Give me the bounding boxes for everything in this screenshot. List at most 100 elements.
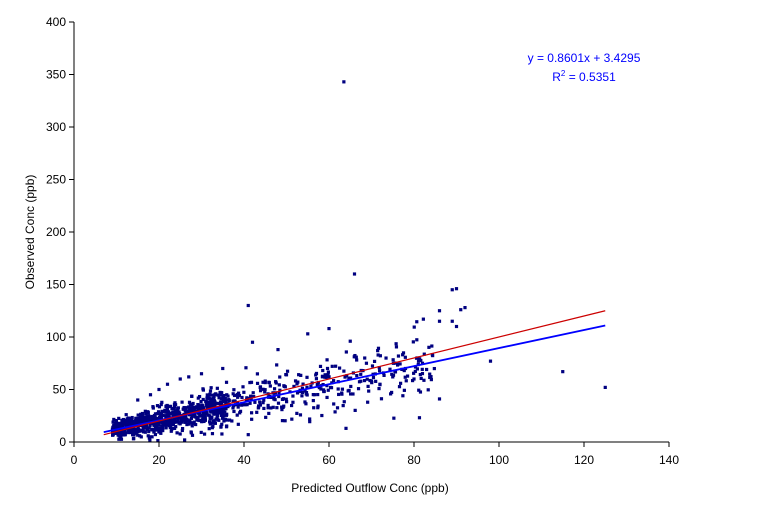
y-tick-label: 0 bbox=[59, 435, 66, 449]
data-point bbox=[197, 407, 201, 411]
data-point bbox=[199, 430, 203, 435]
data-point bbox=[258, 400, 262, 404]
data-point bbox=[222, 397, 226, 401]
data-point bbox=[338, 366, 342, 370]
data-point bbox=[161, 428, 165, 433]
data-point bbox=[138, 434, 142, 438]
data-point bbox=[190, 406, 194, 410]
data-point bbox=[282, 404, 286, 408]
data-point bbox=[316, 404, 320, 408]
data-point bbox=[396, 354, 401, 358]
data-point bbox=[371, 375, 376, 380]
x-tick-label: 20 bbox=[152, 453, 166, 467]
data-point bbox=[377, 366, 381, 370]
data-point bbox=[437, 397, 442, 401]
data-point bbox=[306, 332, 310, 336]
data-point bbox=[374, 379, 378, 383]
data-point bbox=[190, 433, 195, 437]
data-point bbox=[353, 408, 357, 412]
data-point bbox=[253, 400, 257, 404]
data-point bbox=[215, 386, 219, 390]
data-point bbox=[165, 419, 170, 423]
data-point bbox=[113, 425, 118, 430]
data-point bbox=[308, 417, 312, 421]
data-point bbox=[245, 403, 249, 407]
data-point bbox=[267, 411, 271, 416]
data-point bbox=[146, 434, 150, 438]
data-point bbox=[178, 412, 182, 416]
data-point bbox=[390, 372, 394, 376]
data-point bbox=[268, 384, 272, 388]
data-point bbox=[186, 418, 190, 422]
data-point bbox=[388, 367, 392, 371]
data-point bbox=[255, 410, 259, 414]
data-point bbox=[143, 418, 147, 422]
data-point bbox=[262, 398, 266, 402]
data-point bbox=[220, 416, 225, 420]
data-point bbox=[305, 385, 309, 389]
data-point bbox=[311, 398, 315, 403]
data-point bbox=[397, 385, 402, 389]
data-point bbox=[305, 375, 309, 379]
data-point bbox=[404, 379, 408, 383]
data-point bbox=[159, 402, 163, 407]
data-point bbox=[191, 401, 195, 406]
data-point bbox=[355, 358, 359, 362]
data-point bbox=[199, 399, 203, 404]
data-point bbox=[312, 406, 316, 410]
data-point bbox=[128, 419, 132, 423]
data-point bbox=[202, 419, 206, 424]
data-point bbox=[168, 420, 173, 424]
data-point bbox=[150, 427, 154, 431]
data-point bbox=[183, 414, 187, 418]
data-point bbox=[209, 402, 213, 407]
data-point bbox=[201, 397, 205, 402]
data-point bbox=[148, 393, 153, 397]
data-point bbox=[152, 413, 157, 418]
data-point bbox=[220, 432, 224, 436]
data-point bbox=[422, 352, 426, 356]
data-point bbox=[308, 420, 312, 424]
data-point bbox=[340, 387, 345, 391]
data-point bbox=[205, 402, 209, 406]
data-point bbox=[130, 415, 134, 420]
data-point bbox=[412, 371, 416, 375]
data-point bbox=[210, 401, 214, 405]
data-point bbox=[336, 387, 340, 391]
data-point bbox=[354, 355, 358, 359]
y-tick-label: 300 bbox=[46, 120, 66, 134]
data-point bbox=[187, 422, 191, 426]
data-point bbox=[172, 420, 176, 424]
data-point bbox=[292, 384, 296, 389]
data-point bbox=[278, 388, 282, 392]
data-point bbox=[194, 422, 198, 427]
data-point bbox=[415, 367, 419, 371]
data-point bbox=[173, 403, 178, 407]
data-point bbox=[161, 410, 165, 414]
data-point bbox=[201, 415, 205, 419]
data-point bbox=[243, 403, 247, 407]
data-point bbox=[196, 396, 200, 400]
data-point bbox=[224, 425, 229, 429]
data-point bbox=[189, 416, 193, 420]
data-point bbox=[284, 397, 288, 401]
data-point bbox=[159, 431, 163, 435]
data-point bbox=[301, 382, 305, 386]
data-point bbox=[129, 430, 133, 435]
data-point bbox=[249, 395, 253, 399]
data-point bbox=[219, 402, 224, 406]
data-point bbox=[158, 427, 162, 431]
data-point bbox=[193, 415, 197, 419]
data-point bbox=[170, 406, 174, 411]
data-point bbox=[188, 410, 192, 415]
data-point bbox=[202, 413, 206, 417]
data-point bbox=[298, 413, 303, 417]
x-tick-label: 80 bbox=[407, 453, 421, 467]
data-point bbox=[291, 394, 295, 398]
data-point bbox=[378, 382, 382, 386]
data-point bbox=[232, 409, 236, 414]
data-point bbox=[183, 438, 187, 442]
regression-annotation: y = 0.8601x + 3.4295 R2 = 0.5351 bbox=[528, 51, 641, 84]
data-point bbox=[262, 406, 266, 411]
